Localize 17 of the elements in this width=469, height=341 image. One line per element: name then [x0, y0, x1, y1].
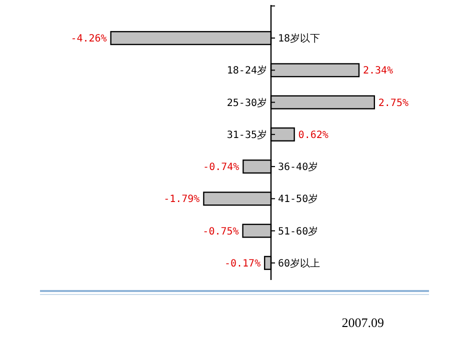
data-label: 2.75%: [378, 98, 409, 109]
data-label: -0.74%: [203, 162, 240, 174]
data-label: -0.17%: [224, 258, 261, 270]
y-tick-label: 60岁以上: [278, 257, 320, 270]
y-tick-label: 41-50岁: [278, 193, 318, 206]
y-tick-label: 18-24岁: [226, 64, 267, 77]
y-tick-label: 25-30岁: [226, 96, 267, 109]
y-tick-label: 18岁以下: [278, 32, 320, 45]
data-label: -0.75%: [202, 226, 239, 238]
data-label: 0.62%: [298, 130, 328, 141]
text: 2007.09: [342, 315, 384, 330]
data-label: 2.34%: [362, 66, 394, 77]
y-tick-label: 51-60岁: [278, 225, 318, 238]
y-tick-label: 36-40岁: [278, 161, 318, 174]
data-label: -4.26%: [70, 34, 107, 45]
y-tick-label: 31-35岁: [226, 128, 267, 141]
data-label: -1.79%: [164, 194, 200, 206]
